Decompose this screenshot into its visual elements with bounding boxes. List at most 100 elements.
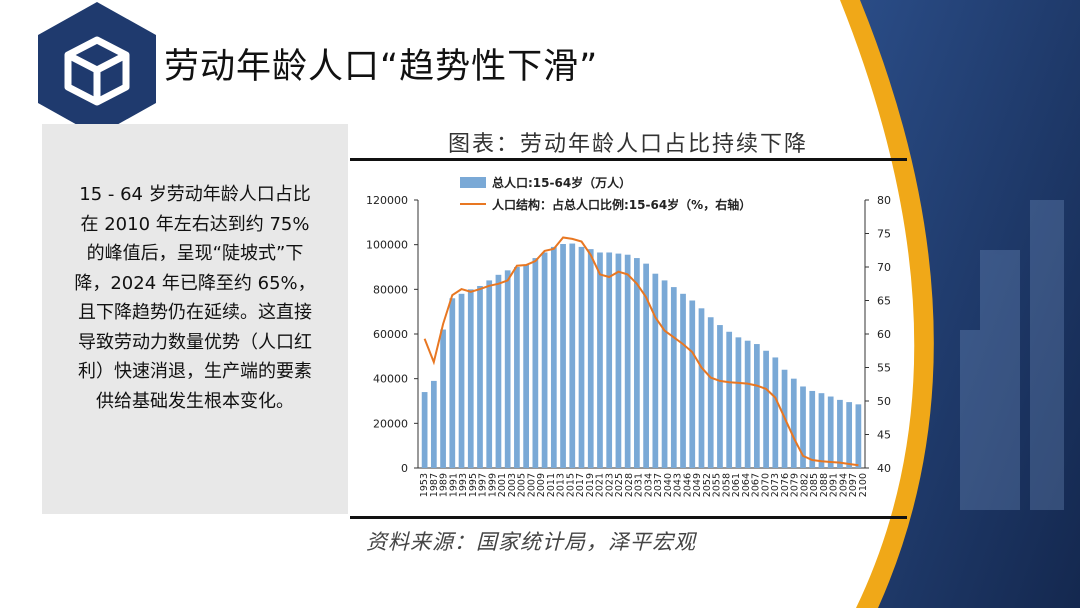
bar <box>800 386 806 468</box>
x-tick-label: 1953 <box>419 473 430 497</box>
x-tick-label: 1987 <box>429 473 440 497</box>
x-tick-label: 2088 <box>819 473 830 497</box>
x-tick-label: 2043 <box>673 473 684 497</box>
description-panel: 15 - 64 岁劳动年龄人口占比在 2010 年左右达到约 75% 的峰值后，… <box>42 124 348 514</box>
bar <box>606 252 613 468</box>
right-tick-label: 50 <box>877 395 891 408</box>
bar <box>578 246 585 468</box>
legend-bar-swatch <box>460 177 486 188</box>
left-tick-label: 20000 <box>373 417 408 430</box>
x-tick-label: 2052 <box>702 473 713 497</box>
x-tick-label: 2005 <box>517 473 528 497</box>
bar <box>754 344 760 468</box>
left-tick-label: 40000 <box>373 373 408 386</box>
x-tick-label: 1991 <box>448 473 459 497</box>
bar <box>698 308 705 468</box>
x-tick-label: 2064 <box>741 473 752 497</box>
right-tick-label: 45 <box>877 429 891 442</box>
bar <box>735 337 742 468</box>
bar <box>532 258 539 468</box>
bar <box>550 246 557 468</box>
bar <box>440 329 446 468</box>
x-tick-label: 1999 <box>487 473 498 497</box>
x-tick-label: 2082 <box>799 473 810 497</box>
bar <box>634 258 640 468</box>
bar <box>597 252 603 468</box>
left-tick-label: 120000 <box>366 194 408 207</box>
bar <box>495 274 502 468</box>
x-tick-label: 2034 <box>643 473 654 497</box>
bar <box>652 273 659 468</box>
x-tick-label: 2070 <box>760 473 771 497</box>
x-tick-label: 2001 <box>497 473 508 497</box>
x-tick-label: 2021 <box>595 473 606 497</box>
x-tick-label: 2011 <box>546 473 557 497</box>
right-tick-label: 40 <box>877 462 891 475</box>
x-tick-label: 2091 <box>829 473 840 497</box>
bar <box>772 357 779 468</box>
bar <box>643 263 649 468</box>
bar <box>569 243 576 468</box>
x-tick-label: 2028 <box>624 473 635 497</box>
bar <box>467 289 474 468</box>
chart-top-rule <box>350 158 907 161</box>
x-tick-label: 2025 <box>614 473 625 497</box>
bar <box>477 285 483 468</box>
right-tick-label: 70 <box>877 261 891 274</box>
x-tick-label: 2046 <box>682 473 693 497</box>
ratio-line <box>423 236 859 467</box>
x-tick-label: 2079 <box>790 473 801 497</box>
bar <box>846 402 853 468</box>
bar <box>809 390 816 468</box>
x-tick-label: 2007 <box>526 473 537 497</box>
x-tick-label: 2017 <box>575 473 586 497</box>
x-tick-label: 2067 <box>751 473 762 497</box>
x-tick-label: 2076 <box>780 473 791 497</box>
bar <box>763 350 769 468</box>
x-tick-label: 1995 <box>468 473 479 497</box>
bar <box>449 298 456 468</box>
corner-decoration <box>840 0 1080 608</box>
bar <box>615 253 622 468</box>
page-title: 劳动年龄人口“趋势性下滑” <box>164 47 599 87</box>
bar <box>744 340 751 468</box>
bar <box>458 293 465 468</box>
bar <box>837 399 843 468</box>
left-tick-label: 0 <box>401 462 408 475</box>
bar <box>717 325 723 468</box>
x-tick-label: 2061 <box>731 473 742 497</box>
bar <box>707 317 714 468</box>
bar <box>790 378 797 468</box>
x-tick-label: 2003 <box>507 473 518 497</box>
description-text: 15 - 64 岁劳动年龄人口占比在 2010 年左右达到约 75% 的峰值后，… <box>74 184 316 412</box>
x-tick-label: 2015 <box>565 473 576 497</box>
x-tick-label: 2100 <box>858 473 869 497</box>
x-tick-label: 2073 <box>770 473 781 497</box>
right-tick-label: 60 <box>877 328 891 341</box>
x-tick-label: 2031 <box>634 473 645 497</box>
bar <box>514 267 520 468</box>
bar <box>587 249 594 468</box>
left-tick-label: 60000 <box>373 328 408 341</box>
x-tick-label: 2085 <box>809 473 820 497</box>
bar <box>818 393 825 468</box>
bar <box>661 280 668 468</box>
x-tick-label: 2055 <box>712 473 723 497</box>
x-tick-label: 1989 <box>439 473 450 497</box>
source-note: 资料来源：国家统计局，泽平宏观 <box>366 530 696 554</box>
bar <box>430 380 437 468</box>
x-tick-label: 2013 <box>556 473 567 497</box>
bar <box>624 254 631 468</box>
legend-line-label: 人口结构：占总人口比例:15-64岁（%，右轴） <box>492 197 751 212</box>
cube-icon <box>64 36 130 106</box>
bar <box>421 392 428 468</box>
logo-badge <box>38 2 156 136</box>
left-tick-label: 80000 <box>373 283 408 296</box>
labor-population-chart: 0 20000 40000 60000 80000 100000 120000 40 45 50 5… <box>366 175 891 497</box>
x-tick-label: 2019 <box>585 473 596 497</box>
left-tick-label: 100000 <box>366 239 408 252</box>
x-tick-label: 1993 <box>458 473 469 497</box>
x-tick-label: 2023 <box>604 473 615 497</box>
bar <box>827 396 834 468</box>
bar <box>541 252 548 468</box>
